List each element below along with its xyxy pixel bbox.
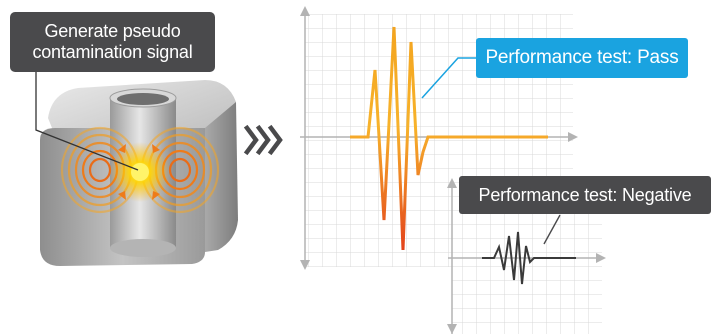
generate-signal-label: Generate pseudo contamination signal (10, 12, 215, 72)
negative-chart-y-arrowhead-bottom (447, 324, 457, 334)
negative-label-text: Performance test: Negative (478, 184, 692, 205)
pass-chart-y-arrowhead-bottom (300, 260, 310, 270)
generate-label-line2: contamination signal (32, 42, 193, 62)
triple-chevron-right-icon (243, 124, 283, 156)
metal-block-illustration (35, 72, 238, 266)
pass-label-pointer (421, 57, 476, 99)
pass-chart-x-arrowhead (568, 132, 578, 142)
negative-chart-x-arrowhead (596, 253, 606, 263)
performance-negative-label: Performance test: Negative (459, 176, 711, 214)
radiating-arrows (118, 144, 160, 200)
negative-label-pointer (543, 214, 561, 245)
pass-label-text: Performance test: Pass (485, 47, 679, 69)
label-pointer-line (35, 72, 139, 171)
pipe-bottom (110, 239, 176, 257)
pass-chart-y-arrowhead (300, 6, 310, 16)
performance-pass-label: Performance test: Pass (476, 38, 688, 78)
generate-label-line1: Generate pseudo (44, 21, 181, 42)
negative-signal-trace (482, 231, 576, 285)
block-side-face (205, 102, 238, 252)
pass-signal-trace (350, 26, 548, 251)
signal-core (131, 163, 149, 181)
pipe-top-hole (117, 93, 169, 105)
negative-chart-y-arrowhead (447, 178, 457, 188)
